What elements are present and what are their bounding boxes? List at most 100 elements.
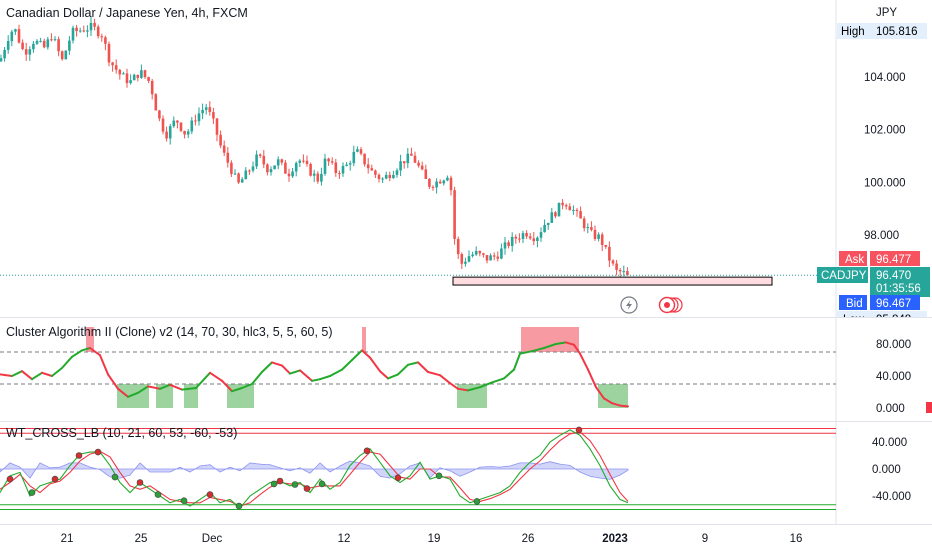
candle: [3, 47, 6, 62]
candle: [273, 165, 276, 170]
candles: [0, 16, 629, 277]
candle: [604, 245, 608, 249]
economic-events-icon[interactable]: [658, 296, 683, 314]
bar-countdown: 01:35:56: [876, 283, 921, 295]
candle: [464, 257, 467, 267]
wt-cross-indicator-pane[interactable]: WT_CROSS_LB (10, 21, 60, 53, -60, -53): [0, 426, 836, 510]
candle: [111, 61, 114, 72]
candle: [280, 158, 284, 166]
candle: [104, 35, 107, 51]
time-tick-label: 2023: [602, 533, 628, 545]
cluster-line-segment: [555, 341, 567, 345]
candle: [14, 28, 17, 35]
price-axis[interactable]: JPY 104.000 102.000 100.000 98.000 80.000 40…: [817, 7, 932, 503]
cluster-levels: [0, 351, 836, 385]
candle: [305, 155, 309, 167]
last-price-tag: [870, 267, 930, 297]
candle: [316, 171, 320, 184]
candle: [496, 251, 500, 262]
candle: [543, 219, 546, 233]
candle: [608, 241, 611, 267]
candle: [150, 79, 154, 100]
overbought-zone: [86, 327, 94, 352]
candle: [554, 211, 557, 219]
candle: [600, 232, 604, 252]
candle: [561, 199, 564, 210]
price-ticks: 104.000 102.000 100.000 98.000: [864, 72, 906, 242]
bullish-cross-mark: [435, 472, 443, 480]
candle: [248, 169, 251, 175]
wt-tick-label: 40.000: [872, 437, 907, 449]
support-zone[interactable]: [452, 276, 773, 286]
bearish-cross-mark: [6, 475, 14, 483]
price-tick-label: 100.000: [864, 177, 906, 189]
cluster-line-segment: [519, 350, 533, 355]
cluster-line-segment: [21, 370, 33, 381]
wt-tick-label: 0.000: [872, 464, 901, 476]
candle: [10, 29, 14, 47]
candle: [518, 233, 521, 243]
candle: [32, 41, 35, 53]
cluster-line-segment: [221, 379, 233, 393]
candle: [143, 69, 147, 79]
candle: [107, 41, 111, 67]
bearish-cross-mark: [136, 479, 144, 486]
low-value: 95.848: [876, 314, 911, 326]
candle: [176, 120, 179, 129]
candle: [557, 202, 561, 217]
wt-histogram: [0, 460, 629, 480]
cluster-line-segment: [181, 387, 197, 391]
candle: [132, 73, 136, 81]
candle: [514, 234, 518, 244]
cluster-line-segment: [531, 347, 545, 353]
candle: [219, 130, 222, 149]
candle: [186, 129, 190, 139]
candle: [618, 268, 622, 277]
bearish-cross-mark: [94, 448, 102, 456]
candle: [622, 265, 626, 277]
candle: [528, 233, 532, 240]
cluster-line-segment: [117, 387, 129, 398]
candle: [579, 206, 582, 219]
candle: [309, 162, 312, 177]
price-pane[interactable]: Canadian Dollar / Japanese Yen, 4h, FXCM: [0, 6, 836, 314]
bullish-cross-mark: [291, 481, 299, 488]
time-tick-label: 9: [702, 533, 708, 545]
candle: [190, 117, 194, 135]
candle: [384, 171, 388, 180]
candle: [352, 145, 356, 167]
candle: [100, 33, 104, 42]
time-axis[interactable]: 21 25 Dec 12 19 26 2023 9 16: [61, 533, 803, 545]
candle: [402, 161, 406, 169]
bid-label: Bid: [846, 298, 863, 310]
candle: [478, 250, 482, 257]
candle: [330, 157, 334, 165]
cluster-line-segment: [31, 371, 43, 381]
candle: [388, 171, 392, 182]
candle: [168, 123, 172, 145]
cluster-line-segment: [341, 359, 353, 371]
cluster-line-segment: [169, 383, 183, 391]
candle: [129, 74, 132, 85]
cluster-line-segment: [565, 341, 575, 346]
candle: [208, 101, 212, 116]
candle: [17, 24, 21, 44]
candle: [568, 203, 572, 211]
candle: [345, 162, 348, 167]
candle: [68, 36, 71, 55]
candle: [240, 177, 244, 183]
oversold-zone: [117, 384, 149, 408]
lightning-icon[interactable]: [620, 296, 638, 314]
time-tick-label: 21: [61, 533, 74, 545]
candle: [28, 46, 32, 61]
candle: [525, 230, 528, 239]
cluster-line-segment: [11, 370, 23, 377]
cluster-indicator-pane[interactable]: Cluster Algorithm II (Clone) v2 (14, 70,…: [0, 325, 836, 408]
candle: [489, 253, 492, 261]
bullish-cross-mark: [318, 480, 326, 488]
candle: [57, 36, 60, 57]
bullish-cross-mark: [473, 498, 481, 505]
candle: [244, 167, 248, 180]
wt1-line: [0, 429, 629, 509]
